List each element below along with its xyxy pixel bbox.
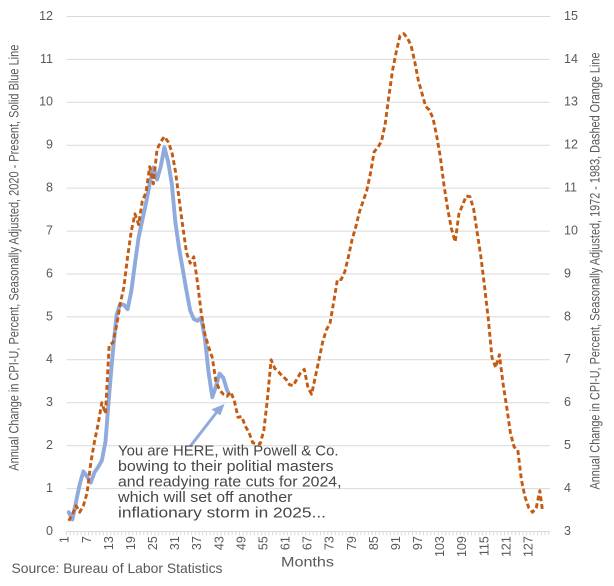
svg-text:Months: Months [281, 554, 334, 570]
svg-text:14: 14 [564, 52, 578, 66]
svg-text:8: 8 [564, 309, 571, 323]
svg-text:25: 25 [146, 536, 160, 550]
svg-text:11: 11 [564, 181, 577, 195]
svg-text:Annual Change in CPI-U, Percen: Annual Change in CPI-U, Percent, Seasona… [588, 53, 603, 490]
svg-text:12: 12 [39, 9, 53, 23]
svg-text:1: 1 [58, 536, 72, 543]
svg-text:1: 1 [46, 481, 53, 495]
svg-text:bowing to their politial maste: bowing to their politial masters [118, 458, 334, 475]
svg-text:13: 13 [564, 95, 578, 109]
svg-text:61: 61 [279, 536, 293, 550]
svg-text:55: 55 [257, 536, 271, 550]
svg-text:19: 19 [124, 536, 138, 550]
svg-text:49: 49 [234, 536, 248, 550]
svg-text:11: 11 [40, 52, 53, 66]
svg-text:You are HERE, with Powell & Co: You are HERE, with Powell & Co. [118, 442, 339, 459]
svg-text:9: 9 [46, 138, 53, 152]
svg-text:10: 10 [564, 224, 578, 238]
svg-text:67: 67 [301, 536, 315, 550]
svg-text:85: 85 [367, 536, 381, 550]
svg-text:97: 97 [411, 536, 425, 550]
svg-text:Annual Change in CPI-U, Percen: Annual Change in CPI-U, Percent, Seasona… [7, 45, 22, 471]
svg-text:7: 7 [80, 536, 94, 543]
svg-text:4: 4 [564, 481, 571, 495]
svg-text:8: 8 [46, 181, 53, 195]
svg-text:7: 7 [564, 352, 571, 366]
svg-text:and readying rate cuts for 202: and readying rate cuts for 2024, [118, 474, 342, 491]
svg-text:which will set off another: which will set off another [117, 489, 293, 506]
svg-text:5: 5 [564, 438, 571, 452]
svg-text:3: 3 [564, 524, 571, 538]
svg-text:6: 6 [46, 266, 53, 280]
svg-text:127: 127 [522, 536, 536, 557]
svg-text:121: 121 [499, 536, 513, 557]
svg-text:12: 12 [564, 138, 578, 152]
svg-text:73: 73 [323, 536, 337, 550]
svg-text:91: 91 [389, 536, 403, 550]
svg-text:0: 0 [46, 524, 53, 538]
svg-text:15: 15 [564, 9, 578, 23]
svg-text:115: 115 [477, 536, 491, 556]
svg-text:10: 10 [39, 95, 53, 109]
svg-text:6: 6 [564, 395, 571, 409]
svg-text:9: 9 [564, 266, 571, 280]
svg-text:103: 103 [433, 536, 447, 557]
svg-text:inflationary storm in 2025...: inflationary storm in 2025... [118, 505, 326, 522]
svg-text:109: 109 [455, 536, 469, 557]
svg-text:37: 37 [190, 536, 204, 550]
svg-text:Source: Bureau of Labor Statis: Source: Bureau of Labor Statistics [12, 560, 223, 576]
svg-text:7: 7 [46, 224, 53, 238]
svg-text:2: 2 [46, 438, 53, 452]
svg-text:43: 43 [212, 536, 226, 550]
svg-text:4: 4 [46, 352, 53, 366]
svg-text:13: 13 [102, 536, 116, 550]
svg-text:31: 31 [168, 536, 182, 550]
svg-text:3: 3 [46, 395, 53, 409]
svg-text:5: 5 [46, 309, 53, 323]
svg-text:79: 79 [345, 536, 359, 550]
